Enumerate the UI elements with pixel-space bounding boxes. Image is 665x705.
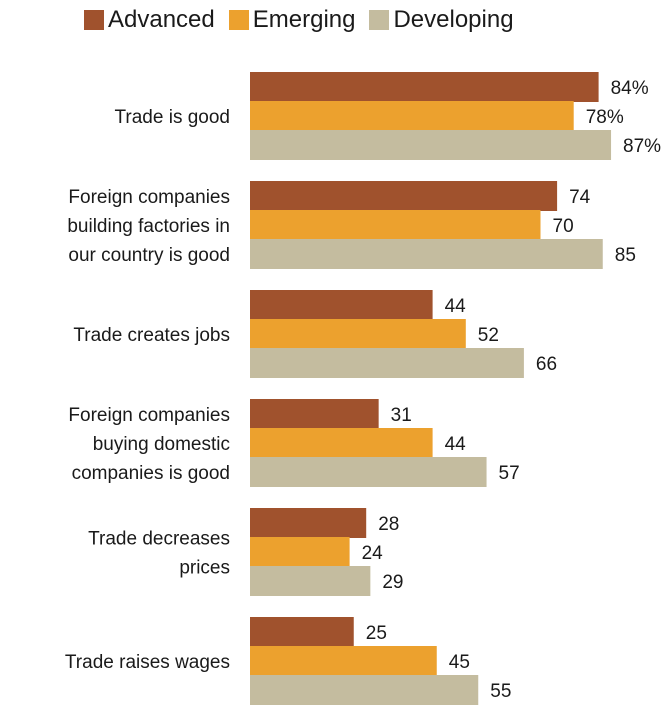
value-label: 57: [499, 463, 520, 484]
bar-emerging: [250, 101, 574, 131]
value-label: 74: [569, 187, 591, 208]
value-label: 31: [391, 405, 412, 426]
value-label: 55: [490, 681, 511, 702]
category-label: Foreign companies: [68, 187, 230, 208]
bar-emerging: [250, 646, 437, 676]
value-label: 24: [362, 543, 384, 564]
bar-developing: [250, 130, 612, 160]
category-label: companies is good: [72, 463, 230, 484]
bar-developing: [250, 457, 487, 487]
legend-label: Developing: [393, 6, 514, 33]
category-label: buying domestic: [93, 434, 230, 455]
value-label: 78%: [586, 107, 624, 128]
value-label: 25: [366, 623, 387, 644]
legend-swatch: [369, 10, 390, 30]
bar-advanced: [250, 617, 354, 647]
category-label: Trade decreases: [88, 529, 230, 550]
bar-emerging: [250, 319, 466, 349]
legend-swatch: [84, 10, 104, 30]
bar-advanced: [250, 290, 433, 320]
bar-developing: [250, 566, 371, 596]
legend-label: Emerging: [252, 6, 356, 33]
value-label: 52: [478, 325, 499, 346]
legend-item-emerging: Emerging: [228, 6, 356, 34]
value-label: 44: [445, 296, 467, 317]
bar-emerging: [250, 537, 350, 567]
value-label: 87%: [623, 136, 661, 157]
bar-emerging: [250, 210, 541, 240]
bar-developing: [250, 348, 524, 378]
legend-item-developing: Developing: [369, 6, 514, 34]
value-label: 66: [536, 354, 557, 375]
value-label: 70: [553, 216, 574, 237]
value-label: 45: [449, 652, 470, 673]
category-label: prices: [179, 558, 230, 579]
category-label: building factories in: [67, 216, 230, 237]
bar-advanced: [250, 399, 379, 429]
category-label: Trade raises wages: [65, 652, 230, 673]
category-label: Foreign companies: [68, 405, 230, 426]
value-label: 29: [382, 572, 403, 593]
value-label: 84%: [611, 78, 649, 99]
bar-emerging: [250, 428, 433, 458]
value-label: 44: [445, 434, 467, 455]
legend-item-advanced: Advanced: [84, 6, 215, 34]
bar-advanced: [250, 181, 558, 211]
legend-label: Advanced: [108, 6, 215, 33]
value-label: 28: [378, 514, 399, 535]
category-label: Trade creates jobs: [73, 325, 230, 346]
bar-advanced: [250, 508, 367, 538]
value-label: 85: [615, 245, 636, 266]
bar-developing: [250, 239, 603, 269]
category-label: Trade is good: [115, 107, 230, 128]
category-label: our country is good: [68, 245, 230, 266]
legend-swatch: [228, 10, 249, 30]
legend: Advanced Emerging Developing: [84, 6, 514, 34]
bar-advanced: [250, 72, 599, 102]
bar-developing: [250, 675, 479, 705]
